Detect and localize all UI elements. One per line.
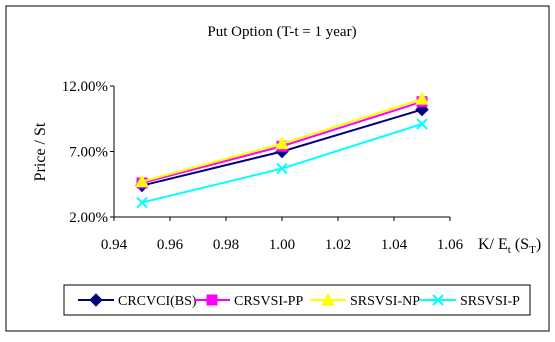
data-point (135, 174, 149, 188)
legend-item: CRSVSI-PP (194, 294, 303, 309)
legend-label: CRCVCI(BS) (118, 294, 197, 309)
legend-label: SRSVSI-NP (350, 294, 420, 309)
series-layer (135, 92, 429, 209)
x-tick-label: 0.98 (213, 237, 239, 253)
x-axis-label-paren: (S (511, 236, 529, 253)
x-axis-label-sub-T: T (529, 244, 536, 256)
legend-item: CRCVCI(BS) (78, 293, 197, 309)
x-tick-label: 1.06 (437, 237, 464, 253)
y-tick-label: 7.00% (69, 145, 108, 161)
legend-marker (321, 292, 335, 306)
y-tick-label: 2.00% (69, 210, 108, 226)
x-tick-label: 1.02 (325, 237, 351, 253)
legend-item: SRSVSI-NP (310, 292, 420, 309)
x-axis-label-close: ) (536, 236, 541, 253)
data-point (275, 136, 289, 150)
x-tick-label: 1.00 (269, 237, 295, 253)
x-tick-label: 1.04 (381, 237, 408, 253)
legend-item: SRSVSI-P (420, 294, 520, 309)
data-point (415, 92, 429, 105)
legend-label: SRSVSI-P (460, 294, 520, 309)
legend-marker (206, 294, 218, 306)
chart-frame (5, 5, 550, 332)
legend-label: CRSVSI-PP (234, 294, 303, 309)
axes: 2.00% 7.00% 12.00% 0.94 0.96 0.98 1.00 1.02 1.04… (62, 79, 464, 253)
data-point (276, 162, 288, 175)
data-point (416, 118, 428, 130)
y-tick-label: 12.00% (62, 79, 108, 95)
x-tick-label: 0.94 (101, 237, 128, 253)
series-SRSVSI-P (136, 118, 428, 209)
legend: CRCVCI(BS) CRSVSI-PP SRSVSI-NP SRSVSI-P (78, 292, 520, 309)
legend-marker (89, 293, 103, 307)
data-point (136, 196, 148, 209)
y-axis-label: Price / St (32, 122, 49, 181)
legend-marker (432, 294, 444, 306)
chart-title: Put Option (T-t = 1 year) (207, 24, 356, 40)
x-axis-label: K/ Et (ST) (478, 236, 541, 256)
x-axis-label-sub-t: t (508, 244, 511, 256)
x-tick-label: 0.96 (157, 237, 184, 253)
x-axis-label-main: K/ E (478, 236, 508, 253)
series-SRSVSI-NP (135, 92, 429, 188)
